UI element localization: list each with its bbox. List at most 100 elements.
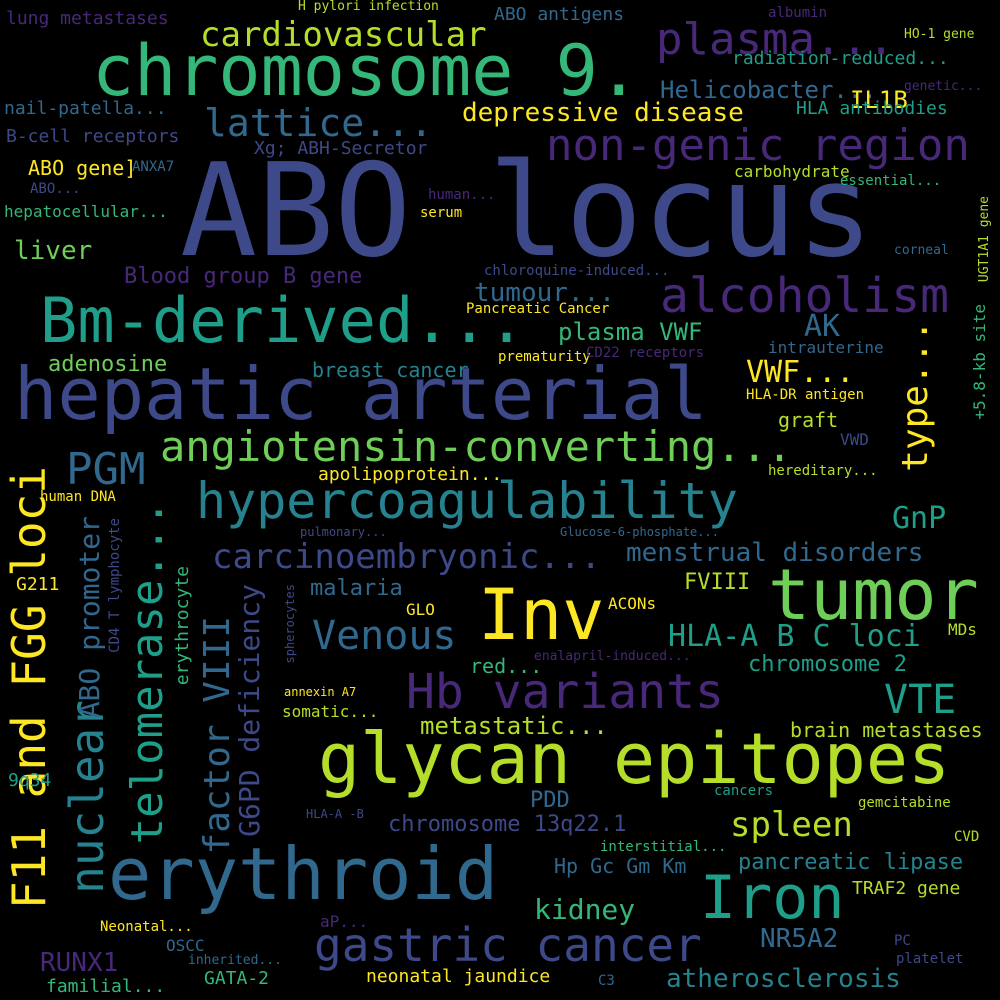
word: 9q34 (8, 770, 52, 791)
word: pancreatic lipase (738, 850, 964, 875)
word: chromosome 9. (92, 30, 640, 112)
word: MDs (948, 620, 977, 639)
word: apolipoprotein... (318, 464, 503, 485)
word: OSCC (166, 936, 205, 955)
word: intrauterine (768, 338, 884, 357)
word: gemcitabine (858, 795, 951, 811)
word: PC (894, 933, 911, 949)
word: GLO (406, 600, 435, 619)
word: hereditary... (768, 463, 878, 479)
word: tumor (768, 554, 979, 636)
word: ABO antigens (494, 4, 625, 25)
word: UGT1A1 gene (977, 196, 992, 283)
word: Neonatal... (100, 919, 193, 935)
word: plasma... (656, 14, 895, 65)
word: inherited... (188, 953, 282, 968)
word: TRAF2 gene (852, 878, 961, 899)
word: Pancreatic Cancer (466, 301, 610, 317)
word: atherosclerosis (666, 964, 901, 994)
word: erythrocyte (172, 566, 193, 686)
word: ACONs (608, 594, 657, 613)
word: glycan epitopes (318, 718, 951, 800)
word: prematurity (498, 349, 591, 365)
word: VWD (840, 430, 869, 449)
word: angiotensin-converting... (160, 422, 793, 471)
word: lattice... (204, 101, 433, 145)
word: IL1B (850, 86, 908, 114)
word: Inv (478, 574, 605, 656)
word: HLA-A B C loci (668, 619, 921, 654)
word: Glucose-6-phosphate... (560, 525, 719, 539)
word: nuclear (60, 700, 114, 894)
word: HO-1 gene (904, 27, 975, 42)
word: CVD (954, 829, 980, 845)
word: telomerase... (122, 500, 173, 845)
word: RUNX1 (40, 948, 119, 978)
word: chloroquine-induced... (484, 263, 670, 279)
word: alcoholism (660, 268, 949, 324)
word: carbohydrate (734, 162, 850, 181)
word: VTE (884, 677, 957, 723)
word: Hp Gc Gm Km (554, 854, 687, 878)
word: genetic... (904, 79, 983, 94)
word: graft (778, 408, 839, 432)
word: annexin A7 (284, 685, 357, 699)
word: platelet (896, 951, 964, 967)
word: ANXA7 (132, 159, 175, 175)
word: nail-patella... (4, 98, 167, 119)
word: NR5A2 (760, 924, 839, 954)
word: hepatocellular... (4, 202, 168, 221)
word: hypercoagulability (196, 472, 738, 530)
word: non-genic region (546, 120, 970, 171)
word: Helicobacter... (660, 76, 877, 104)
word: adenosine (48, 352, 168, 377)
word: tumour... (474, 278, 615, 308)
word: red... (470, 654, 543, 678)
word: menstrual disorders (626, 538, 924, 568)
word: ABO promoter (73, 516, 106, 719)
word: human DNA (40, 489, 116, 505)
word: carcinoembryonic... (212, 537, 601, 577)
word: Venous (312, 613, 457, 659)
word: PDD (530, 788, 570, 813)
word: neonatal jaundice (366, 966, 551, 987)
word: Xg; ABH-Secretor (254, 138, 428, 159)
word: serum (420, 205, 463, 221)
word: malaria (310, 576, 403, 601)
word: human... (428, 187, 496, 203)
word: factor VIII (197, 616, 238, 855)
word: ABO... (30, 181, 81, 197)
word: CD22 receptors (586, 345, 705, 361)
word: enalapril-induced... (534, 649, 691, 664)
word: pulmonary... (300, 525, 387, 539)
word: chromosome 13q22.1 (388, 812, 627, 837)
word: G211 (16, 574, 60, 595)
word: C3 (598, 973, 615, 989)
word: erythroid (108, 832, 499, 916)
word: HLA antibodies (796, 98, 948, 119)
word: ABO locus (180, 137, 874, 286)
word: F11 and FGG loci (2, 466, 56, 910)
word: liver (14, 236, 93, 266)
word: FVIII (684, 570, 751, 595)
word: lung metastases (6, 8, 169, 29)
word: Iron (700, 863, 845, 933)
word: +5.8-kb site (970, 304, 989, 420)
word: radiation-reduced... (732, 48, 949, 69)
word: HLA-A -B (306, 807, 364, 821)
word: AK (804, 309, 841, 344)
word: albumin (768, 5, 828, 21)
word: G6PD deficiency (233, 584, 266, 837)
word: aP... (320, 912, 369, 931)
word: Bm-derived... (40, 284, 526, 357)
word: cardiovascular (200, 15, 487, 55)
word: somatic... (282, 702, 379, 721)
word: GnP (892, 501, 947, 536)
word: cancers (714, 783, 774, 799)
word: depressive disease (462, 98, 744, 128)
word: B-cell receptors (6, 126, 180, 147)
word: interstitial... (600, 839, 727, 855)
word: CD4 T lymphocyte (107, 518, 123, 653)
word: kidney (534, 893, 636, 926)
